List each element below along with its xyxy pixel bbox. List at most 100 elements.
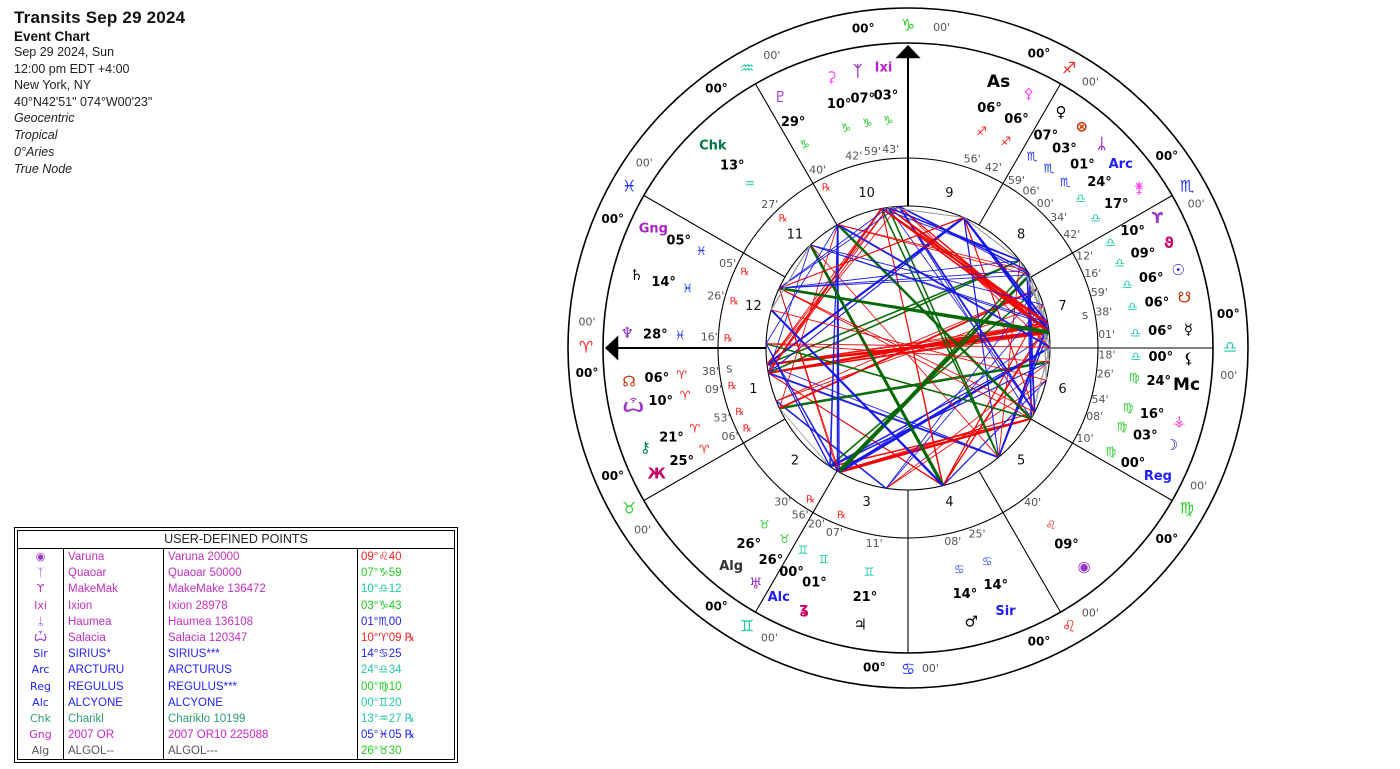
house-number-5: 5 <box>1017 454 1025 469</box>
point-north-node-flag: S <box>726 365 732 376</box>
point-jupiter-minutes: 11' <box>866 537 883 550</box>
point-name: Varuna <box>64 549 164 566</box>
table-row-ixion: Ixi Ixion Ixion 28978 03°♑43 <box>18 597 454 614</box>
point-sirius-minutes: 25' <box>969 528 986 541</box>
point-uranus-flag: ℞ <box>806 494 815 505</box>
cusp-minute-libra: 00' <box>1220 369 1237 382</box>
point-neptune-degree: 28° <box>643 327 668 342</box>
point-pallas-icon: ⚴ <box>1023 85 1034 103</box>
point-arcturus-label: Arc <box>1109 157 1133 172</box>
aspect-square-sirius-juno <box>942 304 1044 486</box>
aspect-trine-moon-ixion <box>897 205 1036 413</box>
point-key: Alg <box>18 743 64 760</box>
point-sedna-minutes: 07' <box>826 526 843 539</box>
aspect-sextile-sun-ascendant <box>963 216 1050 332</box>
point-mars-minutes: 08' <box>944 535 961 548</box>
cusp-sign-aries-icon: ♈ <box>579 338 593 357</box>
point-uranus-minutes: 56' <box>792 508 809 521</box>
point-algol-sign: ♉ <box>759 518 770 532</box>
point-position: 03°♑43 <box>361 599 402 612</box>
point-jupiter-sign: ♊ <box>864 565 875 579</box>
point-north-node-degree: 06° <box>645 371 670 386</box>
point-eris-icon: Ж <box>648 464 667 482</box>
point-quaoar-minutes: 59' <box>864 145 881 158</box>
aspect-semisextile-ascendant-quaoar <box>888 206 964 218</box>
aspect-square-sun-ceres <box>881 208 1050 332</box>
aspect-square-makemake-ceres <box>881 207 1049 324</box>
aspect-semisextile-chariklo-saturn <box>770 244 811 311</box>
point-chariklo-flag: ℞ <box>778 214 787 225</box>
table-row-algol: Alg ALGOL-- ALGOL--- 26°♉30 <box>18 743 454 760</box>
aspect-square-ascendant-gonggong <box>779 216 964 289</box>
point-north-node-icon: ☊ <box>622 372 635 390</box>
point-arcturus-minutes: 34' <box>1050 211 1067 224</box>
point-sun-degree: 06° <box>1139 271 1164 286</box>
point-sedna-sign: ♊ <box>818 552 829 566</box>
chart-subtitle: Event Chart <box>14 29 90 44</box>
point-name: ALCYONE <box>64 694 164 711</box>
cusp-degree-leo: 00° <box>1028 635 1051 649</box>
astrology-wheel: 123 456789101112♈00°00'♉00°00'♊00°00'♋00°… <box>567 7 1249 689</box>
aspect-sextile-uranus-neptune <box>765 343 831 468</box>
point-juno-minutes: 42' <box>1063 228 1080 241</box>
point-salacia-degree: 10° <box>648 394 673 409</box>
point-lilith-minutes: 18' <box>1098 349 1115 362</box>
point-ascendant-degree: 06° <box>977 101 1002 116</box>
point-juno-sign: ♎ <box>1090 211 1101 225</box>
point-chiron-icon: ⚷ <box>640 438 651 456</box>
point-key: Sir <box>18 646 64 663</box>
chart-coordinates: 40°N42'51" 074°W00'23" <box>14 94 153 109</box>
point-saturn-degree: 14° <box>651 275 676 290</box>
cusp-sign-cancer-icon: ♋ <box>901 660 915 679</box>
point-makemake-icon: ϒ <box>1152 209 1164 227</box>
point-name: Ixion <box>64 597 164 614</box>
point-full-name: Chariklo 10199 <box>164 710 358 728</box>
point-ascendant-label: As <box>987 72 1010 92</box>
cusp-minute-cancer: 00' <box>922 662 939 675</box>
aspect-semisextile-eris-algol <box>779 407 830 467</box>
aspect-sextile-varuna-makemake <box>997 322 1049 458</box>
point-pluto-flag: ℞ <box>822 183 831 194</box>
point-eris-flag: ℞ <box>743 424 752 435</box>
point-full-name: Salacia 120347 <box>164 629 358 647</box>
point-gonggong-label: Gng <box>639 222 668 237</box>
point-south-node-minutes: 38' <box>1095 305 1112 318</box>
point-salacia-flag: ℞ <box>728 381 737 392</box>
chart-header: Transits Sep 29 2024 Event Chart Sep 29 … <box>14 8 185 178</box>
point-north-node-sign: ♈ <box>676 368 687 382</box>
wheel-ring-0 <box>567 7 1249 689</box>
cusp-degree-cancer: 00° <box>863 661 886 675</box>
point-chiron-sign: ♈ <box>689 421 700 435</box>
cusp-minute-taurus: 00' <box>634 523 651 536</box>
point-regulus-degree: 00° <box>1121 456 1146 471</box>
point-lilith-sign: ♎ <box>1130 349 1141 363</box>
cusp-minute-scorpio: 00' <box>1188 197 1205 210</box>
point-chiron-flag: ℞ <box>735 407 744 418</box>
cusp-degree-taurus: 00° <box>601 469 624 483</box>
point-north-node-minutes: 38' <box>702 365 719 378</box>
point-sun-minutes: 59' <box>1091 286 1108 299</box>
point-pholus-degree: 09° <box>1131 247 1156 262</box>
point-varuna-icon: ◉ <box>1078 557 1091 575</box>
aspect-sextile-moon-part-of-fortune <box>1026 270 1036 413</box>
house-number-3: 3 <box>862 495 870 510</box>
point-uranus-degree: 26° <box>759 553 784 568</box>
point-full-name: ALCYONE <box>164 694 358 711</box>
point-midheaven-sign: ♍ <box>1129 371 1140 385</box>
point-venus-minutes: 59' <box>1008 174 1025 187</box>
point-vesta-icon: ⚶ <box>1173 412 1186 430</box>
point-neptune-flag: ℞ <box>724 334 733 345</box>
point-haumea-icon: ᛦ <box>1097 135 1106 153</box>
cusp-degree-gemini: 00° <box>705 599 728 613</box>
point-varuna-minutes: 40' <box>1024 496 1041 509</box>
house-number-7: 7 <box>1058 299 1066 314</box>
point-position: 24°♎34 <box>361 664 402 677</box>
point-position: 26°♉30 <box>361 745 402 758</box>
point-ixion-label: Ixi <box>875 61 893 76</box>
point-pluto-sign: ♑ <box>799 137 810 151</box>
aspect-quincunx-regulus-neptune <box>765 342 1032 420</box>
cusp-line-pisces <box>643 195 786 278</box>
point-pluto-icon: ♇ <box>774 88 787 106</box>
point-key: Gng <box>18 727 64 744</box>
